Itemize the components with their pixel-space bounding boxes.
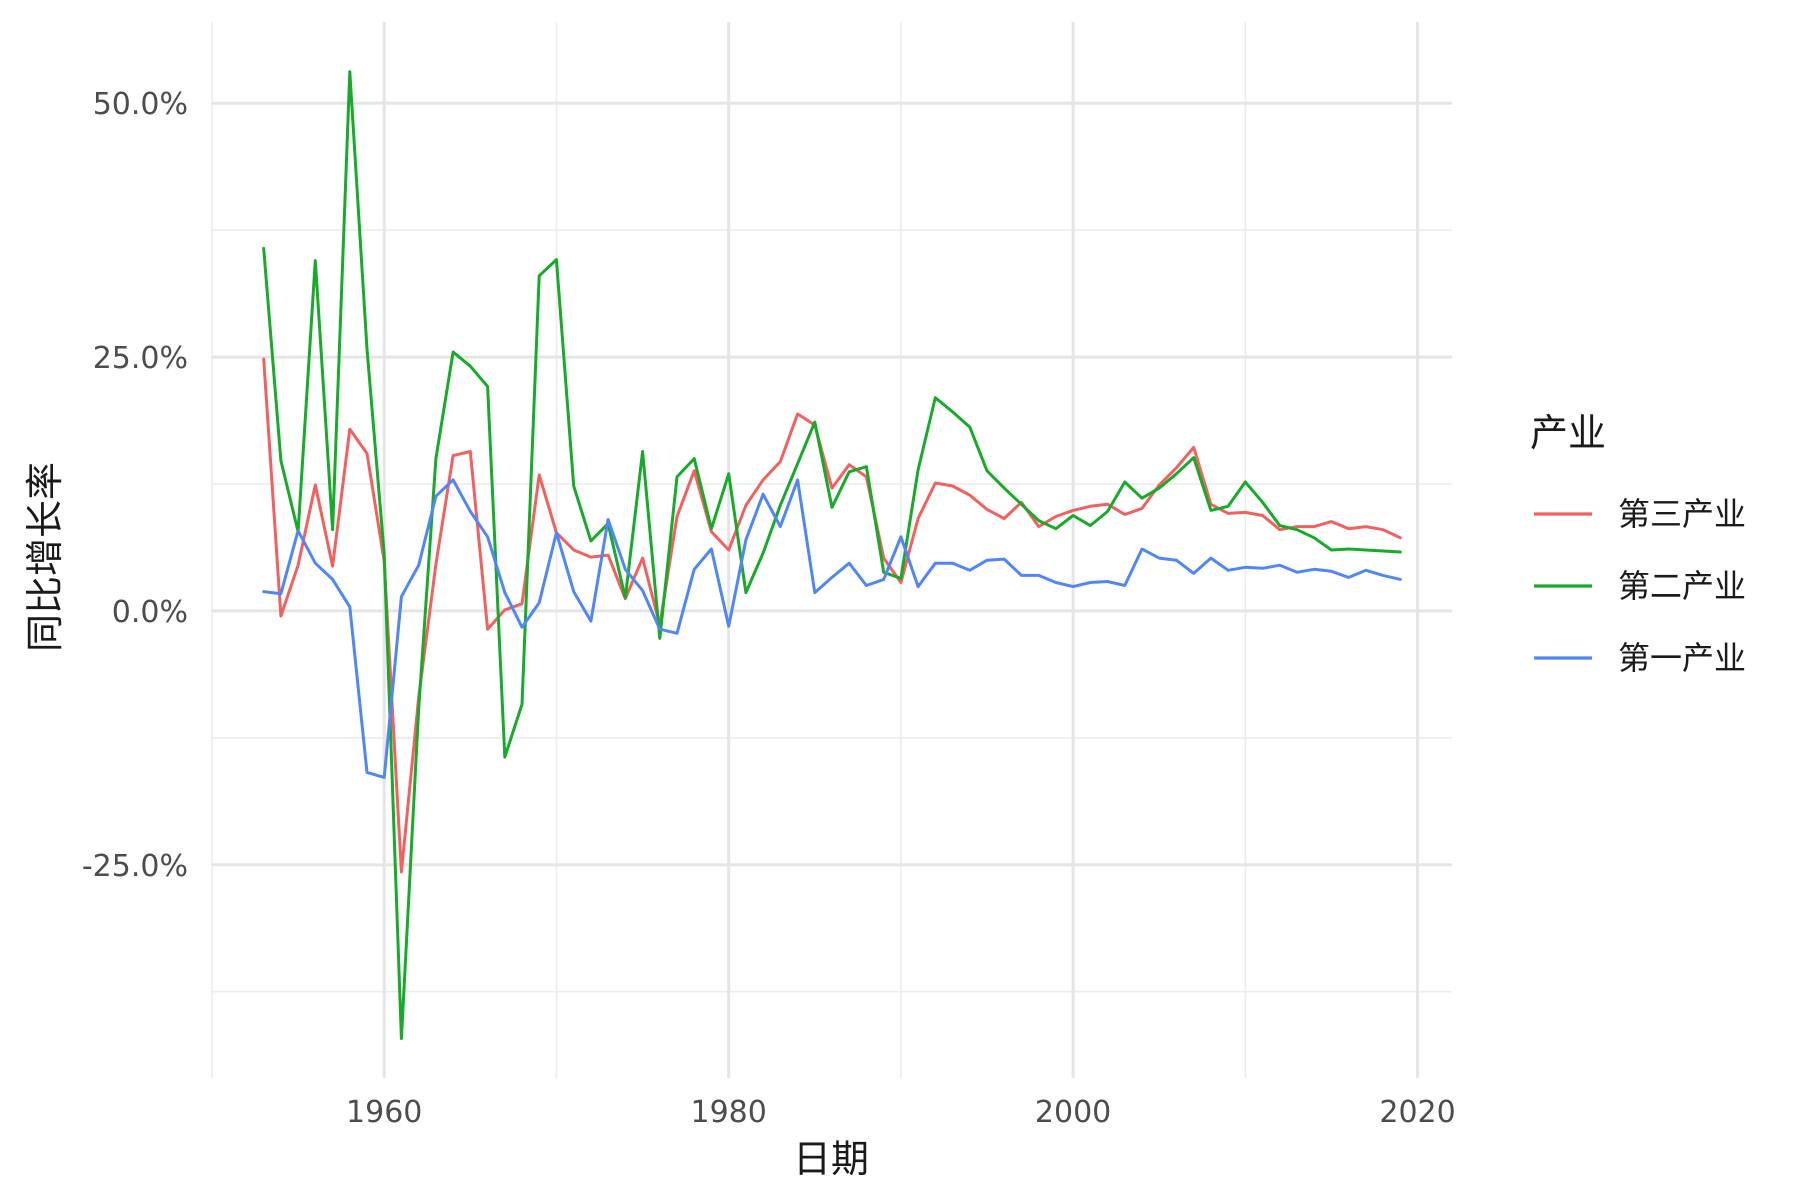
series-line: [262, 70, 1402, 1040]
y-axis-tick-labels: -25.0% 0.0% 25.0% 50.0%: [82, 87, 188, 884]
major-gridlines: [212, 22, 1452, 1078]
legend-label: 第三产业: [1618, 495, 1746, 533]
series-line: [262, 357, 1402, 874]
y-tick-label: 50.0%: [93, 87, 188, 122]
x-tick-label: 1960: [346, 1095, 422, 1130]
series-line: [262, 478, 1402, 779]
series-lines: [262, 70, 1402, 1040]
legend-label: 第一产业: [1618, 639, 1746, 677]
y-axis-title: 同比增长率: [23, 462, 67, 652]
legend-title: 产业: [1530, 411, 1606, 455]
x-axis-tick-labels: 1960 1980 2000 2020: [346, 1095, 1456, 1130]
legend-item: 第一产业: [1534, 639, 1746, 677]
x-tick-label: 1980: [690, 1095, 766, 1130]
x-axis-title: 日期: [793, 1137, 869, 1181]
legend-item: 第三产业: [1534, 495, 1746, 533]
y-tick-label: 25.0%: [93, 341, 188, 376]
x-tick-label: 2020: [1379, 1095, 1455, 1130]
y-tick-label: -25.0%: [82, 849, 188, 884]
x-tick-label: 2000: [1035, 1095, 1111, 1130]
y-tick-label: 0.0%: [112, 595, 188, 630]
legend-item: 第二产业: [1534, 567, 1746, 605]
legend-label: 第二产业: [1618, 567, 1746, 605]
